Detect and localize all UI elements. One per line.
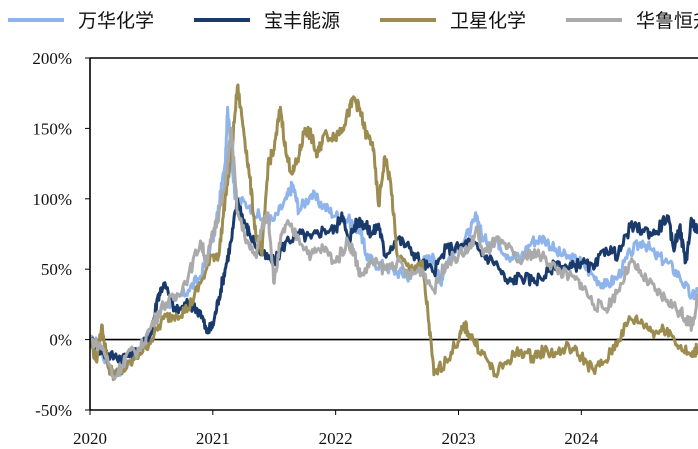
legend-label: 卫星化学 bbox=[450, 10, 526, 32]
y-tick-label: 50% bbox=[41, 260, 72, 279]
legend-label: 万华化学 bbox=[78, 10, 154, 32]
x-tick-label: 2021 bbox=[196, 429, 230, 448]
x-tick-label: 2022 bbox=[319, 429, 353, 448]
legend: 万华化学 宝丰能源 卫星化学 华鲁恒升 bbox=[8, 10, 698, 32]
y-tick-label: 200% bbox=[32, 49, 72, 68]
axes bbox=[89, 57, 698, 411]
y-tick-label: 150% bbox=[32, 119, 72, 138]
legend-label: 华鲁恒升 bbox=[636, 10, 698, 32]
y-tick-label: -50% bbox=[35, 401, 72, 420]
legend-label: 宝丰能源 bbox=[264, 10, 340, 32]
y-tick-label: 100% bbox=[32, 190, 72, 209]
x-tick-label: 2024 bbox=[564, 429, 599, 448]
y-axis-tick-labels: 200% 150% 100% 50% 0% -50% bbox=[32, 49, 90, 420]
series-line-4 bbox=[90, 126, 698, 381]
plot-area bbox=[90, 83, 698, 381]
x-axis-tick-labels: 2020 2021 2022 2023 2024 bbox=[73, 410, 599, 448]
x-tick-label: 2023 bbox=[441, 429, 475, 448]
y-tick-label: 0% bbox=[49, 331, 72, 350]
x-tick-label: 2020 bbox=[73, 429, 107, 448]
series-lines bbox=[90, 83, 698, 381]
series-line-3 bbox=[90, 83, 698, 381]
series-line-2 bbox=[90, 197, 698, 365]
